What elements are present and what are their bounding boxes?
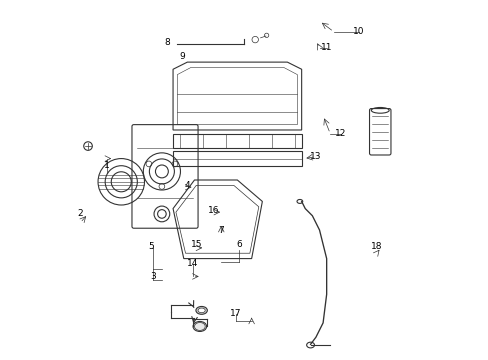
Text: 15: 15 xyxy=(190,240,202,249)
Text: 7: 7 xyxy=(218,225,224,234)
Text: 17: 17 xyxy=(229,310,241,319)
Text: 5: 5 xyxy=(148,242,154,251)
Text: 4: 4 xyxy=(184,181,190,190)
Ellipse shape xyxy=(193,321,206,332)
Text: 1: 1 xyxy=(104,161,110,170)
Text: 6: 6 xyxy=(236,240,242,249)
Text: 14: 14 xyxy=(186,260,198,269)
Text: 18: 18 xyxy=(370,242,382,251)
Text: 12: 12 xyxy=(335,129,346,138)
Text: 2: 2 xyxy=(77,210,83,219)
Text: 8: 8 xyxy=(164,38,170,47)
Text: 9: 9 xyxy=(179,52,184,61)
Text: 16: 16 xyxy=(208,206,220,215)
Ellipse shape xyxy=(196,306,207,314)
Text: 13: 13 xyxy=(309,152,321,161)
Text: 10: 10 xyxy=(352,27,364,36)
Ellipse shape xyxy=(198,308,205,313)
Text: 3: 3 xyxy=(150,272,156,281)
Text: 11: 11 xyxy=(320,43,332,52)
